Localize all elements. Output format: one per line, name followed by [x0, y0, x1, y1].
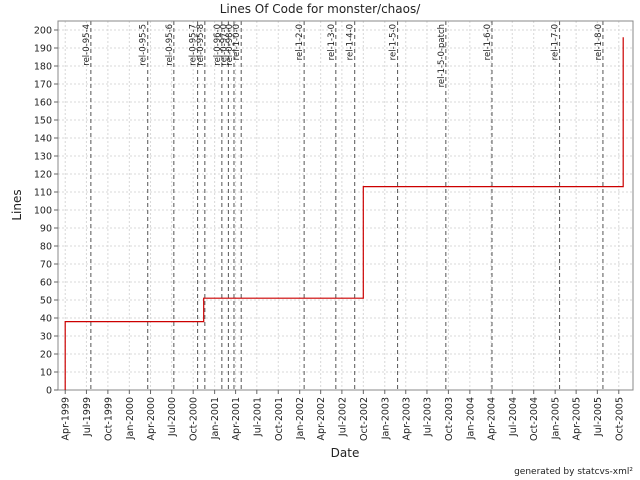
y-tick-label: 20 — [40, 350, 52, 361]
x-axis: Apr-1999 Jul-1999 Oct-1999 Jan-2000 Apr-2000… — [61, 390, 625, 441]
x-tick-label: Apr-2005 — [572, 397, 583, 440]
x-tick-label: Oct-2001 — [274, 397, 285, 441]
x-tick-label: Jan-2005 — [551, 397, 562, 440]
y-tick-label: 130 — [34, 152, 52, 163]
y-tick-label: 60 — [40, 278, 52, 289]
release-tags: rel-0-95-4 rel-0-95-5 rel-0-95-6 rel-0-95-7… — [82, 21, 604, 390]
tag-label: rel-0-96-0 — [213, 24, 223, 66]
y-tick-label: 30 — [40, 332, 52, 343]
x-tick-label: Apr-2000 — [146, 397, 157, 440]
y-tick-label: 180 — [34, 62, 52, 73]
x-tick-label: Jan-2002 — [295, 397, 306, 440]
x-tick-label: Jul-1999 — [82, 397, 93, 437]
tag-label: rel-0-95-6 — [165, 24, 175, 66]
y-tick-label: 140 — [34, 134, 52, 145]
tag-label: rel-1-8-0 — [594, 24, 604, 60]
plot-area — [57, 20, 634, 391]
x-tick-label: Jul-2003 — [422, 397, 433, 437]
x-tick-label: Oct-2003 — [444, 397, 455, 441]
grid — [58, 21, 633, 391]
x-tick-label: Oct-2004 — [529, 397, 540, 441]
x-tick-label: Apr-2001 — [231, 397, 242, 440]
y-tick-label: 160 — [34, 98, 52, 109]
x-tick-label: Apr-1999 — [61, 397, 72, 440]
x-tick-label: Jul-2001 — [252, 397, 263, 437]
y-tick-label: 170 — [34, 80, 52, 91]
x-tick-label: Jan-2004 — [465, 397, 476, 440]
x-tick-label: Oct-2005 — [614, 397, 625, 441]
y-tick-label: 200 — [34, 26, 52, 37]
x-tick-label: Apr-2002 — [316, 397, 327, 440]
x-tick-label: Jan-2000 — [125, 397, 136, 440]
tag-label: rel-1-2-0 — [295, 24, 305, 60]
y-tick-label: 0 — [46, 386, 52, 397]
tag-label: rel-0-98-0 — [225, 24, 235, 66]
y-tick-label: 120 — [34, 170, 52, 181]
y-axis: 0 10 20 30 40 50 60 70 80 90 100 110 120 130 140 150 160… — [34, 26, 58, 397]
tag-label: rel-1-6-0 — [483, 24, 493, 60]
x-tick-label: Apr-2003 — [401, 397, 412, 440]
x-tick-label: Oct-1999 — [103, 397, 114, 441]
y-tick-label: 90 — [40, 224, 52, 235]
series-group — [64, 37, 624, 390]
tag-label: rel-1-4-0 — [346, 24, 356, 60]
tag-label: rel-1-7-0 — [551, 24, 561, 60]
y-tick-label: 10 — [40, 368, 52, 379]
x-tick-label: Oct-2000 — [189, 397, 200, 441]
x-tick-label: Jul-2000 — [167, 397, 178, 437]
footer-credit: generated by statcvs-xml² — [514, 467, 633, 477]
series-line — [64, 37, 624, 390]
y-tick-label: 150 — [34, 116, 52, 127]
x-tick-label: Jul-2002 — [337, 397, 348, 437]
tag-label: rel-0-97-0 — [219, 24, 229, 66]
y-tick-label: 190 — [34, 44, 52, 55]
tag-label: rel-0-95-8 — [196, 24, 206, 66]
tag-label: rel-0-95-5 — [139, 24, 149, 66]
tag-label: rel-0-95-4 — [82, 24, 92, 66]
x-tick-label: Oct-2002 — [359, 397, 370, 441]
y-tick-label: 80 — [40, 242, 52, 253]
x-tick-label: Jul-2004 — [508, 397, 519, 437]
x-tick-label: Apr-2004 — [487, 397, 498, 440]
tag-label: rel-1-0-0 — [232, 24, 242, 60]
tag-label: rel-1-5-0 — [389, 24, 399, 60]
y-tick-label: 40 — [40, 314, 52, 325]
x-tick-label: Jan-2001 — [210, 397, 221, 440]
x-axis-label: Date — [331, 446, 360, 460]
chart-title: Lines Of Code for monster/chaos/ — [220, 2, 422, 16]
tag-label: rel-0-95-7 — [189, 24, 199, 66]
y-tick-label: 70 — [40, 260, 52, 271]
tag-label: rel-1-3-0 — [327, 24, 337, 60]
y-tick-label: 100 — [34, 206, 52, 217]
x-tick-label: Jul-2005 — [593, 397, 604, 437]
y-tick-label: 50 — [40, 296, 52, 307]
y-axis-label: Lines — [10, 189, 24, 220]
y-tick-label: 110 — [34, 188, 52, 199]
tag-label: rel-1-5-0-patch — [437, 24, 447, 87]
x-tick-label: Jan-2003 — [380, 397, 391, 440]
